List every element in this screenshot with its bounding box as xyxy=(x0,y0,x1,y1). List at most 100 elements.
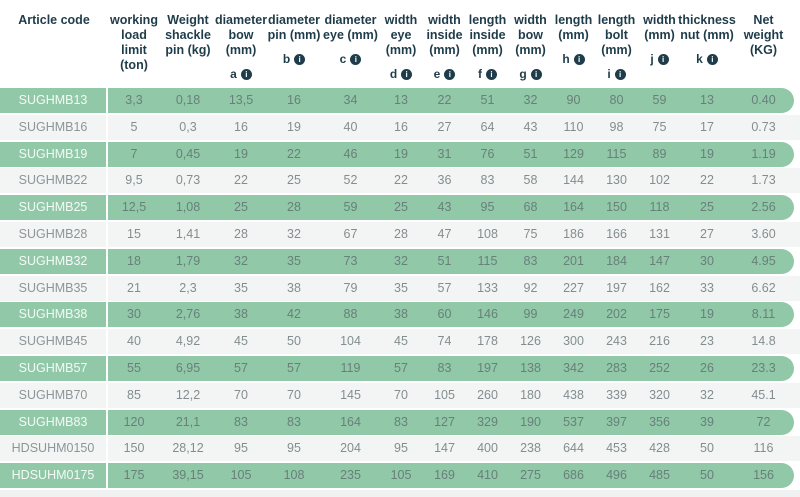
info-icon[interactable]: i xyxy=(657,54,669,65)
value-cell: 35 xyxy=(394,280,408,295)
article-code-cell: SUGHMB25 xyxy=(0,195,108,221)
table-row: SUGHMB83 120 21,1 83 83 164 83 127 329 190 537 397 3… xyxy=(0,409,794,435)
column-header-label: length bolt (mm) xyxy=(597,13,636,57)
info-icon[interactable]: i xyxy=(530,69,542,80)
info-icon[interactable]: i xyxy=(573,54,585,65)
value-cell: 35 xyxy=(287,253,301,268)
value-cell: 166 xyxy=(606,226,627,241)
value-cell: 164 xyxy=(563,200,584,215)
column-header-label: diameter eye (mm) xyxy=(323,13,378,42)
info-icon[interactable]: i xyxy=(614,69,626,80)
article-code-cell: SUGHMB16 xyxy=(0,114,108,140)
info-icon[interactable]: i xyxy=(240,69,252,80)
value-cell: 13 xyxy=(394,93,408,107)
value-cell: 31 xyxy=(437,146,452,161)
value-cell: 25 xyxy=(234,200,248,215)
value-cell: 249 xyxy=(563,307,584,322)
value-cell: 438 xyxy=(563,387,584,402)
value-cell: 4,92 xyxy=(175,334,201,349)
column-header-label: width inside (mm) xyxy=(426,13,463,57)
value-cell: 50 xyxy=(700,441,714,456)
value-cell: 150 xyxy=(606,200,627,215)
value-cell: 16 xyxy=(394,119,408,134)
value-cell: 197 xyxy=(606,280,627,295)
value-cell: 83 xyxy=(523,253,538,268)
value-cell: 18 xyxy=(127,253,141,268)
value-cell: 58 xyxy=(523,173,538,188)
value-cell: 32 xyxy=(394,253,408,268)
column-header: width eye (mm) d i xyxy=(379,13,423,82)
value-cell: 12,5 xyxy=(121,200,147,215)
value-cell: 38 xyxy=(234,307,248,322)
article-code-cell: SUGHMB32 xyxy=(0,248,108,274)
value-cell: 83 xyxy=(437,360,452,375)
value-cell: 28,12 xyxy=(172,441,204,456)
info-icon[interactable]: i xyxy=(486,69,497,80)
info-icon[interactable]: i xyxy=(401,69,413,80)
value-cell: 80 xyxy=(609,93,624,107)
value-cell: 175 xyxy=(649,307,670,322)
value-cell: 59 xyxy=(343,200,358,215)
value-cell: 169 xyxy=(434,468,455,483)
column-letter: e xyxy=(433,67,441,81)
info-icon[interactable]: i xyxy=(444,69,456,80)
value-cell: 64 xyxy=(480,119,495,134)
value-cell: 59 xyxy=(652,93,667,107)
value-cell: 227 xyxy=(563,280,584,295)
value-cell: 201 xyxy=(563,253,584,268)
column-letter: k xyxy=(696,52,703,66)
value-cell: 400 xyxy=(477,441,498,456)
value-cell: 45 xyxy=(394,334,408,349)
value-cell: 73 xyxy=(343,253,358,268)
value-cell: 356 xyxy=(649,414,670,429)
value-cell: 339 xyxy=(606,387,627,402)
value-cell: 83 xyxy=(234,414,248,429)
table-row: SUGHMB13 3,3 0,18 13,5 16 34 13 22 51 32 90 80 59 13 0… xyxy=(0,88,794,113)
table-row: SUGHMB32 18 1,79 32 35 73 32 51 115 83 201 184 147 30… xyxy=(0,248,794,274)
value-cell: 22 xyxy=(437,93,452,107)
value-cell: 108 xyxy=(283,468,305,483)
value-cell: 28 xyxy=(287,200,301,215)
value-cell: 1,41 xyxy=(175,226,201,241)
value-cell: 25 xyxy=(700,200,714,215)
value-cell: 26 xyxy=(700,360,714,375)
value-cell: 127 xyxy=(434,414,455,429)
value-cell: 32 xyxy=(234,253,248,268)
table-row: HDSUHM0150 150 28,12 95 95 204 95 147 400 238 644 4… xyxy=(0,436,800,462)
column-header-label: Article code xyxy=(18,13,90,27)
column-header: Article code xyxy=(0,13,108,28)
info-icon[interactable]: i xyxy=(706,54,718,65)
value-cell: 204 xyxy=(340,441,361,456)
value-cell: 57 xyxy=(234,360,248,375)
value-cell: 39,15 xyxy=(172,468,204,483)
table-row: SUGHMB25 12,5 1,08 25 28 59 25 43 95 68 164 150 118 2… xyxy=(0,195,794,221)
value-cell: 30 xyxy=(127,307,141,322)
value-cell: 197 xyxy=(477,360,498,375)
value-cell: 22 xyxy=(234,173,248,188)
value-cell: 21 xyxy=(127,280,141,295)
value-cell: 428 xyxy=(649,441,670,456)
value-cell: 162 xyxy=(649,280,670,295)
value-cell: 235 xyxy=(340,468,361,483)
value-cell: 89 xyxy=(652,146,667,161)
value-cell: 105 xyxy=(230,468,252,483)
value-cell: 1.73 xyxy=(751,173,776,188)
value-cell: 43 xyxy=(523,119,538,134)
column-header-label: Weight shackle pin (kg) xyxy=(165,13,211,57)
article-code-cell: SUGHMB19 xyxy=(0,141,108,167)
table-row: SUGHMB38 30 2,76 38 42 88 38 60 146 99 249 202 175 19… xyxy=(0,302,794,328)
info-icon[interactable]: i xyxy=(350,54,362,65)
column-letter: h xyxy=(562,52,570,66)
value-cell: 3.60 xyxy=(751,226,776,241)
value-cell: 99 xyxy=(523,307,538,322)
column-header-label: width bow (mm) xyxy=(514,13,547,57)
value-cell: 70 xyxy=(287,387,301,402)
info-icon[interactable]: i xyxy=(294,54,306,65)
column-letter: c xyxy=(339,52,347,66)
value-cell: 19 xyxy=(287,119,301,134)
value-cell: 144 xyxy=(563,173,584,188)
value-cell: 16 xyxy=(287,93,301,107)
value-cell: 120 xyxy=(123,414,145,429)
value-cell: 14.8 xyxy=(751,334,776,349)
column-letter: g xyxy=(519,67,527,81)
